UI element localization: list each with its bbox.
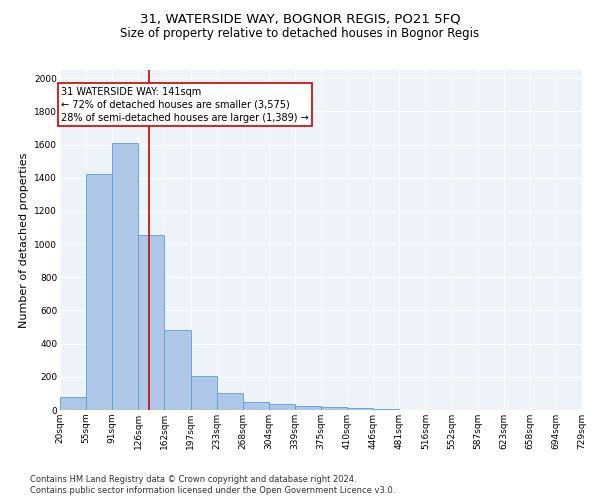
Bar bbox=[321, 406, 347, 410]
Bar bbox=[60, 396, 86, 410]
Text: Contains HM Land Registry data © Crown copyright and database right 2024.: Contains HM Land Registry data © Crown c… bbox=[30, 475, 356, 484]
Bar bbox=[112, 143, 139, 410]
Text: Size of property relative to detached houses in Bognor Regis: Size of property relative to detached ho… bbox=[121, 28, 479, 40]
Bar bbox=[243, 402, 269, 410]
Bar bbox=[86, 174, 112, 410]
Bar bbox=[164, 330, 191, 410]
Text: Contains public sector information licensed under the Open Government Licence v3: Contains public sector information licen… bbox=[30, 486, 395, 495]
Bar bbox=[347, 408, 373, 410]
Text: 31 WATERSIDE WAY: 141sqm
← 72% of detached houses are smaller (3,575)
28% of sem: 31 WATERSIDE WAY: 141sqm ← 72% of detach… bbox=[61, 86, 309, 123]
Bar bbox=[191, 376, 217, 410]
Bar bbox=[139, 235, 164, 410]
Bar bbox=[269, 404, 295, 410]
Bar bbox=[373, 409, 400, 410]
Bar bbox=[217, 392, 243, 410]
Y-axis label: Number of detached properties: Number of detached properties bbox=[19, 152, 29, 328]
Bar bbox=[295, 406, 321, 410]
Text: 31, WATERSIDE WAY, BOGNOR REGIS, PO21 5FQ: 31, WATERSIDE WAY, BOGNOR REGIS, PO21 5F… bbox=[140, 12, 460, 26]
